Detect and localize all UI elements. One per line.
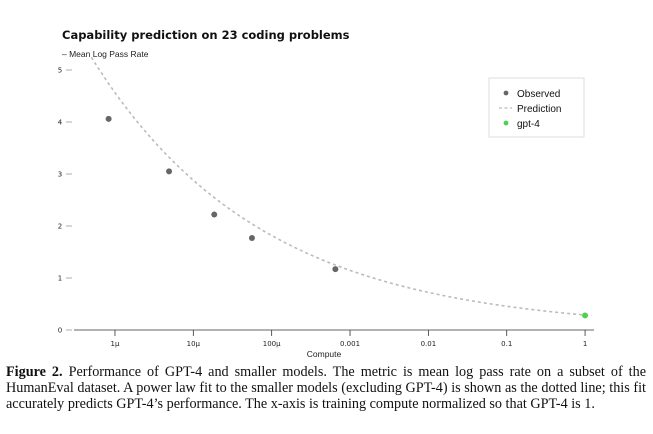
legend-gpt4-marker xyxy=(503,120,509,126)
x-tick-label: 0.001 xyxy=(340,340,360,348)
prediction-fit xyxy=(90,56,592,317)
y-axis: 0 1 2 3 4 5 xyxy=(58,67,72,335)
observed-point xyxy=(211,211,218,218)
y-tick-label: 1 xyxy=(58,275,62,283)
x-axis-label: Compute xyxy=(307,349,342,359)
observed-point xyxy=(248,234,255,241)
y-tick-label: 5 xyxy=(58,67,62,75)
x-tick-label: 0.01 xyxy=(421,340,437,348)
legend-gpt4-label: gpt-4 xyxy=(517,119,540,130)
observed-point xyxy=(166,168,173,175)
prediction-line xyxy=(90,56,592,317)
y-tick-label: 3 xyxy=(58,171,62,179)
caption-text: Performance of GPT-4 and smaller models.… xyxy=(6,364,646,412)
y-tick-label: 4 xyxy=(58,119,63,127)
x-tick-label: 1 xyxy=(583,340,587,348)
figure-caption: Figure 2. Performance of GPT-4 and small… xyxy=(6,364,646,412)
gpt4-point xyxy=(582,312,589,319)
y-axis-label: – Mean Log Pass Rate xyxy=(62,49,149,59)
x-tick-label: 100μ xyxy=(263,340,281,348)
x-tick-label: 1μ xyxy=(111,340,120,348)
legend-observed-marker xyxy=(503,90,509,96)
legend: Observed Prediction gpt-4 xyxy=(488,77,585,138)
caption-label: Figure 2. xyxy=(6,364,63,380)
y-tick-label: 0 xyxy=(58,327,62,335)
chart-title: Capability prediction on 23 coding probl… xyxy=(62,28,350,42)
observed-point xyxy=(105,115,112,122)
observed-point xyxy=(332,266,339,273)
legend-observed-label: Observed xyxy=(517,89,560,100)
x-tick-label: 0.1 xyxy=(501,340,512,348)
x-axis: 1μ 10μ 100μ 0.001 0.01 0.1 1 xyxy=(74,329,594,348)
legend-prediction-label: Prediction xyxy=(517,104,561,115)
y-tick-label: 2 xyxy=(58,223,62,231)
data-points xyxy=(105,115,589,319)
chart: Capability prediction on 23 coding probl… xyxy=(58,28,594,359)
x-tick-label: 10μ xyxy=(187,340,201,348)
